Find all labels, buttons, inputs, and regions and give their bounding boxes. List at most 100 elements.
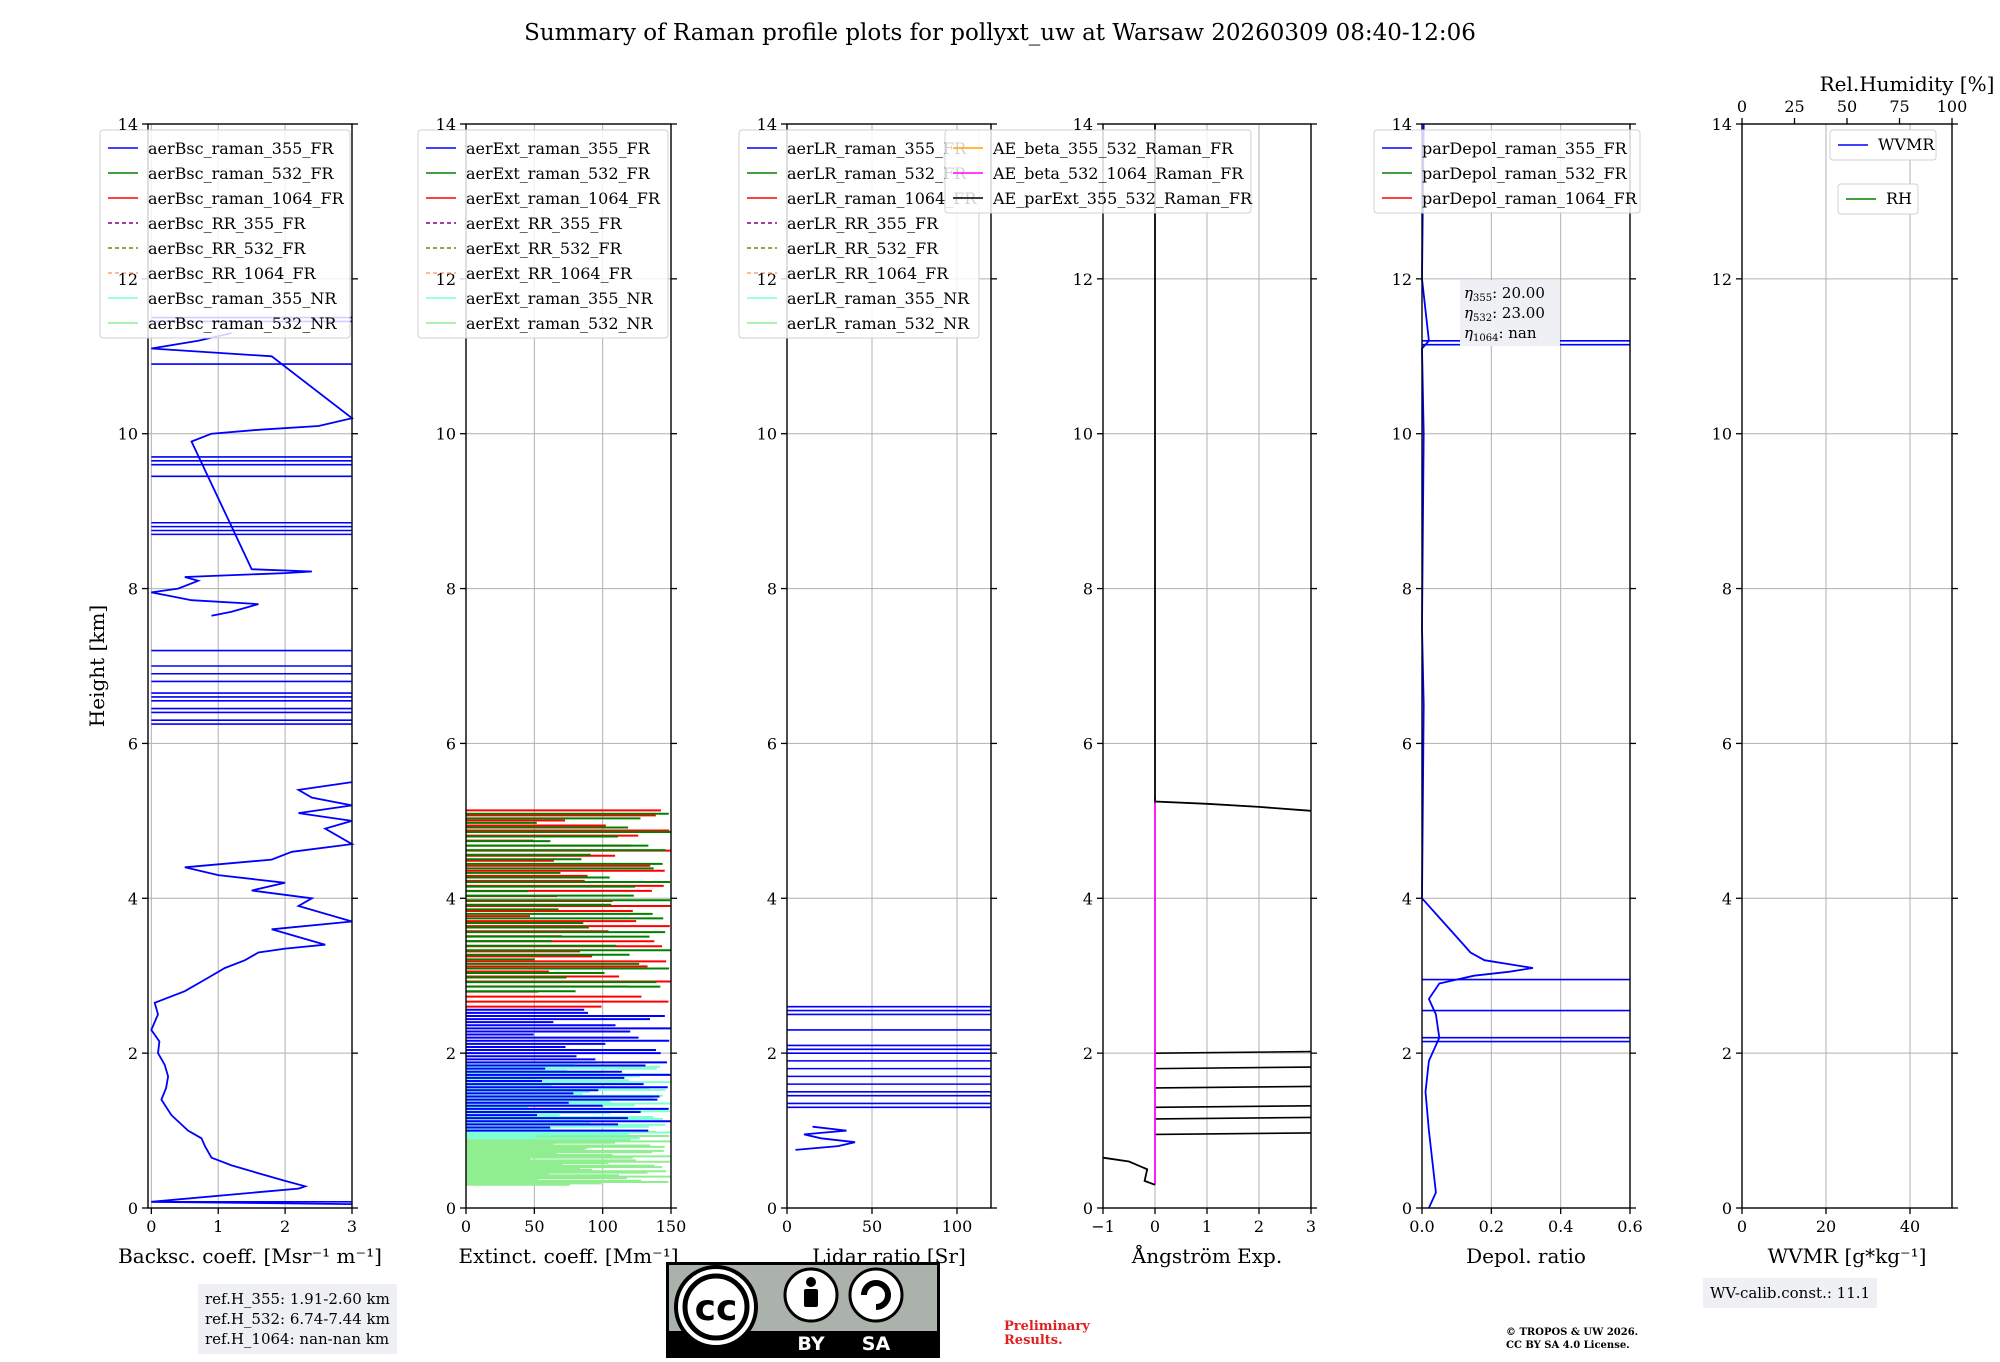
axes-frame: [465, 123, 672, 1209]
x-tick-label: 100: [587, 1217, 618, 1236]
y-tick-label: 4: [128, 889, 138, 908]
legend-entry: aerExt_RR_532_FR: [466, 239, 623, 258]
y-tick-label: 10: [1392, 425, 1412, 444]
x-tick-label: 1: [1202, 1217, 1212, 1236]
top-tick-label: 25: [1784, 97, 1804, 116]
y-tick-label: 6: [1722, 734, 1732, 753]
series-AE_parExt_355_532_Raman_FR_low: [1102, 1156, 1156, 1186]
top-axis-label: Rel.Humidity [%]: [1820, 72, 1995, 96]
y-tick-label: 14: [1712, 115, 1732, 134]
legend-entry: aerBsc_raman_532_FR: [148, 164, 334, 183]
legend-entry: aerLR_raman_532_NR: [787, 314, 970, 333]
ref-height-532: ref.H_532: 6.74-7.44 km: [205, 1310, 390, 1328]
legend-entry: aerBsc_raman_532_NR: [148, 314, 337, 333]
x-axis-label: Backsc. coeff. [Msr⁻¹ m⁻¹]: [118, 1244, 382, 1268]
legend-entry: aerLR_raman_1064_FR: [787, 189, 977, 208]
top-tick-label: 100: [1937, 97, 1968, 116]
x-tick-label: 40: [1900, 1217, 1920, 1236]
legend-entry: aerBsc_raman_1064_FR: [148, 189, 345, 208]
share-alike-arrow: [861, 1280, 891, 1310]
x-tick-label: 0: [146, 1217, 156, 1236]
wv-calib-constant: WV-calib.const.: 11.1: [1710, 1284, 1871, 1302]
y-tick-label: 2: [767, 1044, 777, 1063]
legend-entry: aerBsc_RR_532_FR: [148, 239, 306, 258]
panel-extinction: [417, 123, 677, 1214]
y-tick-label: 2: [1722, 1044, 1732, 1063]
legend-entry: aerExt_RR_355_FR: [466, 214, 623, 233]
y-tick-label: 0: [446, 1199, 456, 1218]
legend-entry: parDepol_raman_355_FR: [1422, 139, 1628, 158]
axes-frame: [1421, 123, 1631, 1209]
attribution-body: [804, 1289, 818, 1307]
x-tick-label: 0: [1150, 1217, 1160, 1236]
eta-line-532: η532: 23.00: [1464, 304, 1545, 324]
panel-wvmr: [1736, 118, 1958, 1214]
panel-backscatter: [99, 123, 358, 1214]
y-tick-label: 4: [446, 889, 456, 908]
legend-box: [1373, 129, 1641, 214]
panel-lidar_ratio: [738, 123, 997, 1214]
y-tick-label: 10: [757, 425, 777, 444]
y-tick-label: 2: [1083, 1044, 1093, 1063]
y-tick-label: 10: [118, 425, 138, 444]
y-tick-label: 10: [1073, 425, 1093, 444]
axes-frame: [147, 123, 353, 1209]
copyright-line-2: CC BY SA 4.0 License.: [1506, 1340, 1630, 1351]
y-tick-label: 4: [1402, 889, 1412, 908]
x-tick-label: 1: [213, 1217, 223, 1236]
y-tick-label: 0: [1083, 1199, 1093, 1218]
y-tick-label: 8: [1402, 580, 1412, 599]
cc-by-sa-license-badge: cc BY SA: [666, 1262, 940, 1358]
eta-line-355: η355: 20.00: [1464, 284, 1545, 304]
y-tick-label: 6: [128, 734, 138, 753]
badge-by-label: BY: [797, 1333, 824, 1355]
copyright-line-1: © TROPOS & UW 2026.: [1506, 1327, 1639, 1338]
ref-height-355: ref.H_355: 1.91-2.60 km: [205, 1290, 390, 1308]
x-tick-label: 3: [1306, 1217, 1316, 1236]
y-tick-label: 8: [128, 580, 138, 599]
y-tick-label: 10: [436, 425, 456, 444]
y-axis-label: Height [km]: [85, 605, 109, 727]
y-tick-label: 6: [767, 734, 777, 753]
legend-entry: AE_beta_355_532_Raman_FR: [992, 139, 1234, 158]
legend-entry: aerExt_raman_355_FR: [466, 139, 651, 158]
step-line: [1154, 1050, 1312, 1054]
y-tick-label: 8: [1083, 580, 1093, 599]
legend-entry: aerLR_raman_355_FR: [787, 139, 967, 158]
y-tick-label: 12: [1073, 270, 1093, 289]
x-tick-label: −1: [1091, 1217, 1115, 1236]
top-tick-label: 75: [1889, 97, 1909, 116]
series-AE_parExt_355_532_Raman_FR: [1154, 124, 1312, 812]
x-axis-label: Extinct. coeff. [Mm⁻¹]: [458, 1244, 678, 1268]
x-axis-label: Depol. ratio: [1466, 1244, 1586, 1268]
axes-frame: [1741, 123, 1953, 1209]
y-tick-label: 8: [446, 580, 456, 599]
legend-box: [417, 129, 669, 339]
legend-entry: parDepol_raman_532_FR: [1422, 164, 1628, 183]
legend-entry: aerExt_raman_532_FR: [466, 164, 651, 183]
preliminary-results-note: Preliminary Results.: [1004, 1320, 1090, 1348]
y-tick-label: 4: [1722, 889, 1732, 908]
x-tick-label: 0.0: [1409, 1217, 1434, 1236]
y-tick-label: 4: [1083, 889, 1093, 908]
preliminary-line-1: Preliminary: [1004, 1319, 1090, 1334]
x-tick-label: 0: [1737, 1217, 1747, 1236]
y-tick-label: 2: [446, 1044, 456, 1063]
legend-entry: RH: [1886, 189, 1912, 208]
x-tick-label: 100: [942, 1217, 973, 1236]
legend-entry: aerExt_raman_532_NR: [466, 314, 654, 333]
top-tick-label: 0: [1737, 97, 1747, 116]
y-tick-label: 6: [1083, 734, 1093, 753]
series-aerLR_raman_355_FR: [795, 1125, 856, 1151]
x-tick-label: 0.4: [1548, 1217, 1573, 1236]
axes-frame: [786, 123, 992, 1209]
step-line: [1154, 1132, 1312, 1136]
step-line: [1154, 1066, 1312, 1070]
legend-entry: aerLR_RR_532_FR: [787, 239, 939, 258]
x-tick-label: 0.2: [1479, 1217, 1504, 1236]
cc-logo-ring: [682, 1273, 750, 1341]
legend-entry: aerBsc_raman_355_NR: [148, 289, 337, 308]
y-tick-label: 12: [436, 270, 456, 289]
